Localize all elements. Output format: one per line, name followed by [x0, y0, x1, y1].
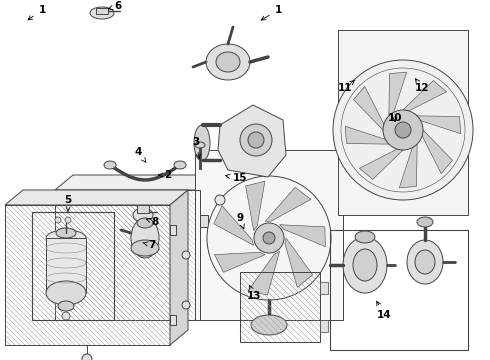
Polygon shape	[417, 116, 461, 134]
Circle shape	[254, 223, 284, 253]
Polygon shape	[200, 175, 218, 320]
Ellipse shape	[415, 250, 435, 274]
Text: 14: 14	[377, 301, 392, 320]
Polygon shape	[245, 181, 265, 231]
Circle shape	[215, 195, 225, 205]
Text: 12: 12	[415, 79, 429, 93]
Circle shape	[62, 312, 70, 320]
Polygon shape	[285, 238, 313, 287]
Polygon shape	[389, 72, 407, 116]
Circle shape	[182, 301, 190, 309]
Ellipse shape	[216, 52, 240, 72]
Ellipse shape	[407, 240, 443, 284]
Bar	[195, 150, 343, 320]
Ellipse shape	[104, 161, 116, 169]
Bar	[330, 230, 468, 350]
Text: 11: 11	[338, 80, 355, 93]
Ellipse shape	[56, 228, 76, 238]
Ellipse shape	[131, 218, 159, 258]
Ellipse shape	[137, 218, 153, 228]
Ellipse shape	[206, 44, 250, 80]
Ellipse shape	[417, 217, 433, 227]
Bar	[338, 30, 468, 215]
Text: 9: 9	[237, 213, 245, 229]
Polygon shape	[403, 81, 446, 111]
Polygon shape	[360, 149, 403, 179]
Polygon shape	[248, 251, 280, 295]
Polygon shape	[399, 144, 417, 188]
Ellipse shape	[46, 281, 86, 305]
Polygon shape	[354, 86, 384, 130]
Bar	[200, 215, 208, 227]
Circle shape	[55, 217, 61, 223]
Bar	[170, 315, 176, 325]
Polygon shape	[422, 130, 452, 174]
Text: 7: 7	[143, 240, 156, 250]
Text: 2: 2	[159, 170, 171, 180]
Polygon shape	[215, 252, 265, 272]
Ellipse shape	[90, 7, 114, 19]
Bar	[320, 320, 328, 332]
Text: 3: 3	[193, 137, 200, 158]
Text: 8: 8	[146, 217, 159, 227]
Circle shape	[65, 217, 71, 223]
Ellipse shape	[131, 240, 159, 256]
Bar	[46, 238, 86, 293]
Bar	[320, 282, 328, 294]
Polygon shape	[218, 105, 286, 177]
Bar	[240, 272, 320, 342]
Bar	[55, 190, 200, 320]
Bar	[5, 205, 170, 345]
Ellipse shape	[251, 315, 287, 335]
Text: 1: 1	[28, 5, 46, 20]
Circle shape	[207, 176, 331, 300]
Ellipse shape	[355, 231, 375, 243]
Ellipse shape	[194, 125, 210, 161]
Ellipse shape	[46, 230, 86, 246]
Polygon shape	[55, 175, 218, 190]
Ellipse shape	[58, 301, 74, 311]
Circle shape	[182, 251, 190, 259]
Circle shape	[263, 232, 275, 244]
Bar	[137, 205, 149, 213]
Ellipse shape	[343, 237, 387, 293]
Ellipse shape	[174, 161, 186, 169]
Text: 1: 1	[261, 5, 282, 20]
Text: 4: 4	[134, 147, 146, 162]
Polygon shape	[170, 190, 188, 345]
Circle shape	[82, 354, 92, 360]
Polygon shape	[214, 206, 254, 246]
Ellipse shape	[133, 208, 153, 222]
Polygon shape	[280, 225, 325, 247]
Polygon shape	[265, 187, 311, 221]
Circle shape	[395, 122, 411, 138]
Bar	[96, 8, 108, 14]
Text: 13: 13	[247, 285, 261, 301]
Ellipse shape	[353, 249, 377, 281]
Polygon shape	[345, 126, 389, 144]
Text: 6: 6	[108, 1, 122, 11]
Circle shape	[333, 60, 473, 200]
Text: 5: 5	[64, 195, 72, 211]
Circle shape	[383, 110, 423, 150]
Text: 10: 10	[388, 113, 402, 123]
Ellipse shape	[195, 142, 205, 148]
Ellipse shape	[240, 124, 272, 156]
Bar	[32, 212, 114, 320]
Ellipse shape	[248, 132, 264, 148]
Text: 15: 15	[226, 173, 247, 183]
Polygon shape	[5, 190, 188, 205]
Bar	[170, 225, 176, 235]
